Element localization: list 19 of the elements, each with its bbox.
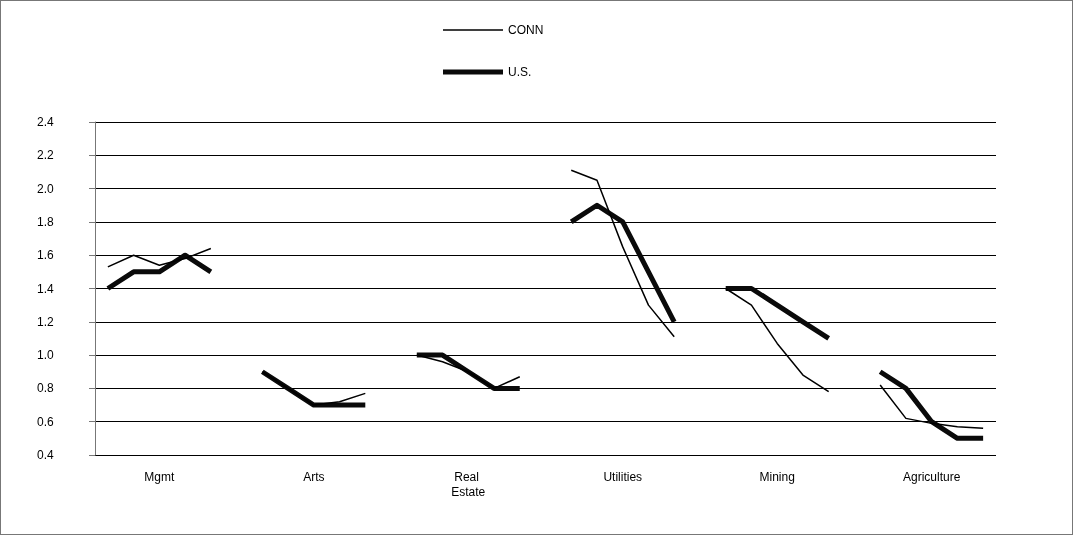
y-tick-label: 0.6 (37, 414, 55, 429)
legend-label: U.S. (508, 65, 532, 79)
y-tick-label: 1.8 (37, 214, 55, 229)
x-tick-label: Utilities (603, 469, 643, 484)
x-tick-label: Real Estate (451, 469, 486, 499)
y-tick-label: 1.2 (37, 314, 55, 329)
x-tick-label: Arts (303, 469, 325, 484)
x-tick-label: Agriculture (902, 469, 961, 484)
y-tick-label: 2.4 (37, 115, 55, 129)
x-tick-label: Mining (759, 469, 795, 484)
y-tick-label: 0.4 (37, 448, 55, 462)
legend-label: CONN (508, 23, 544, 37)
y-tick-label: 1.0 (37, 348, 55, 363)
x-tick-label: Mgmt (144, 469, 176, 484)
y-tick-label: 2.2 (37, 148, 55, 163)
y-tick-label: 1.4 (37, 281, 55, 296)
y-tick-label: 1.6 (37, 248, 55, 263)
y-tick-label: 0.8 (37, 381, 55, 396)
y-tick-label: 2.0 (37, 181, 55, 196)
